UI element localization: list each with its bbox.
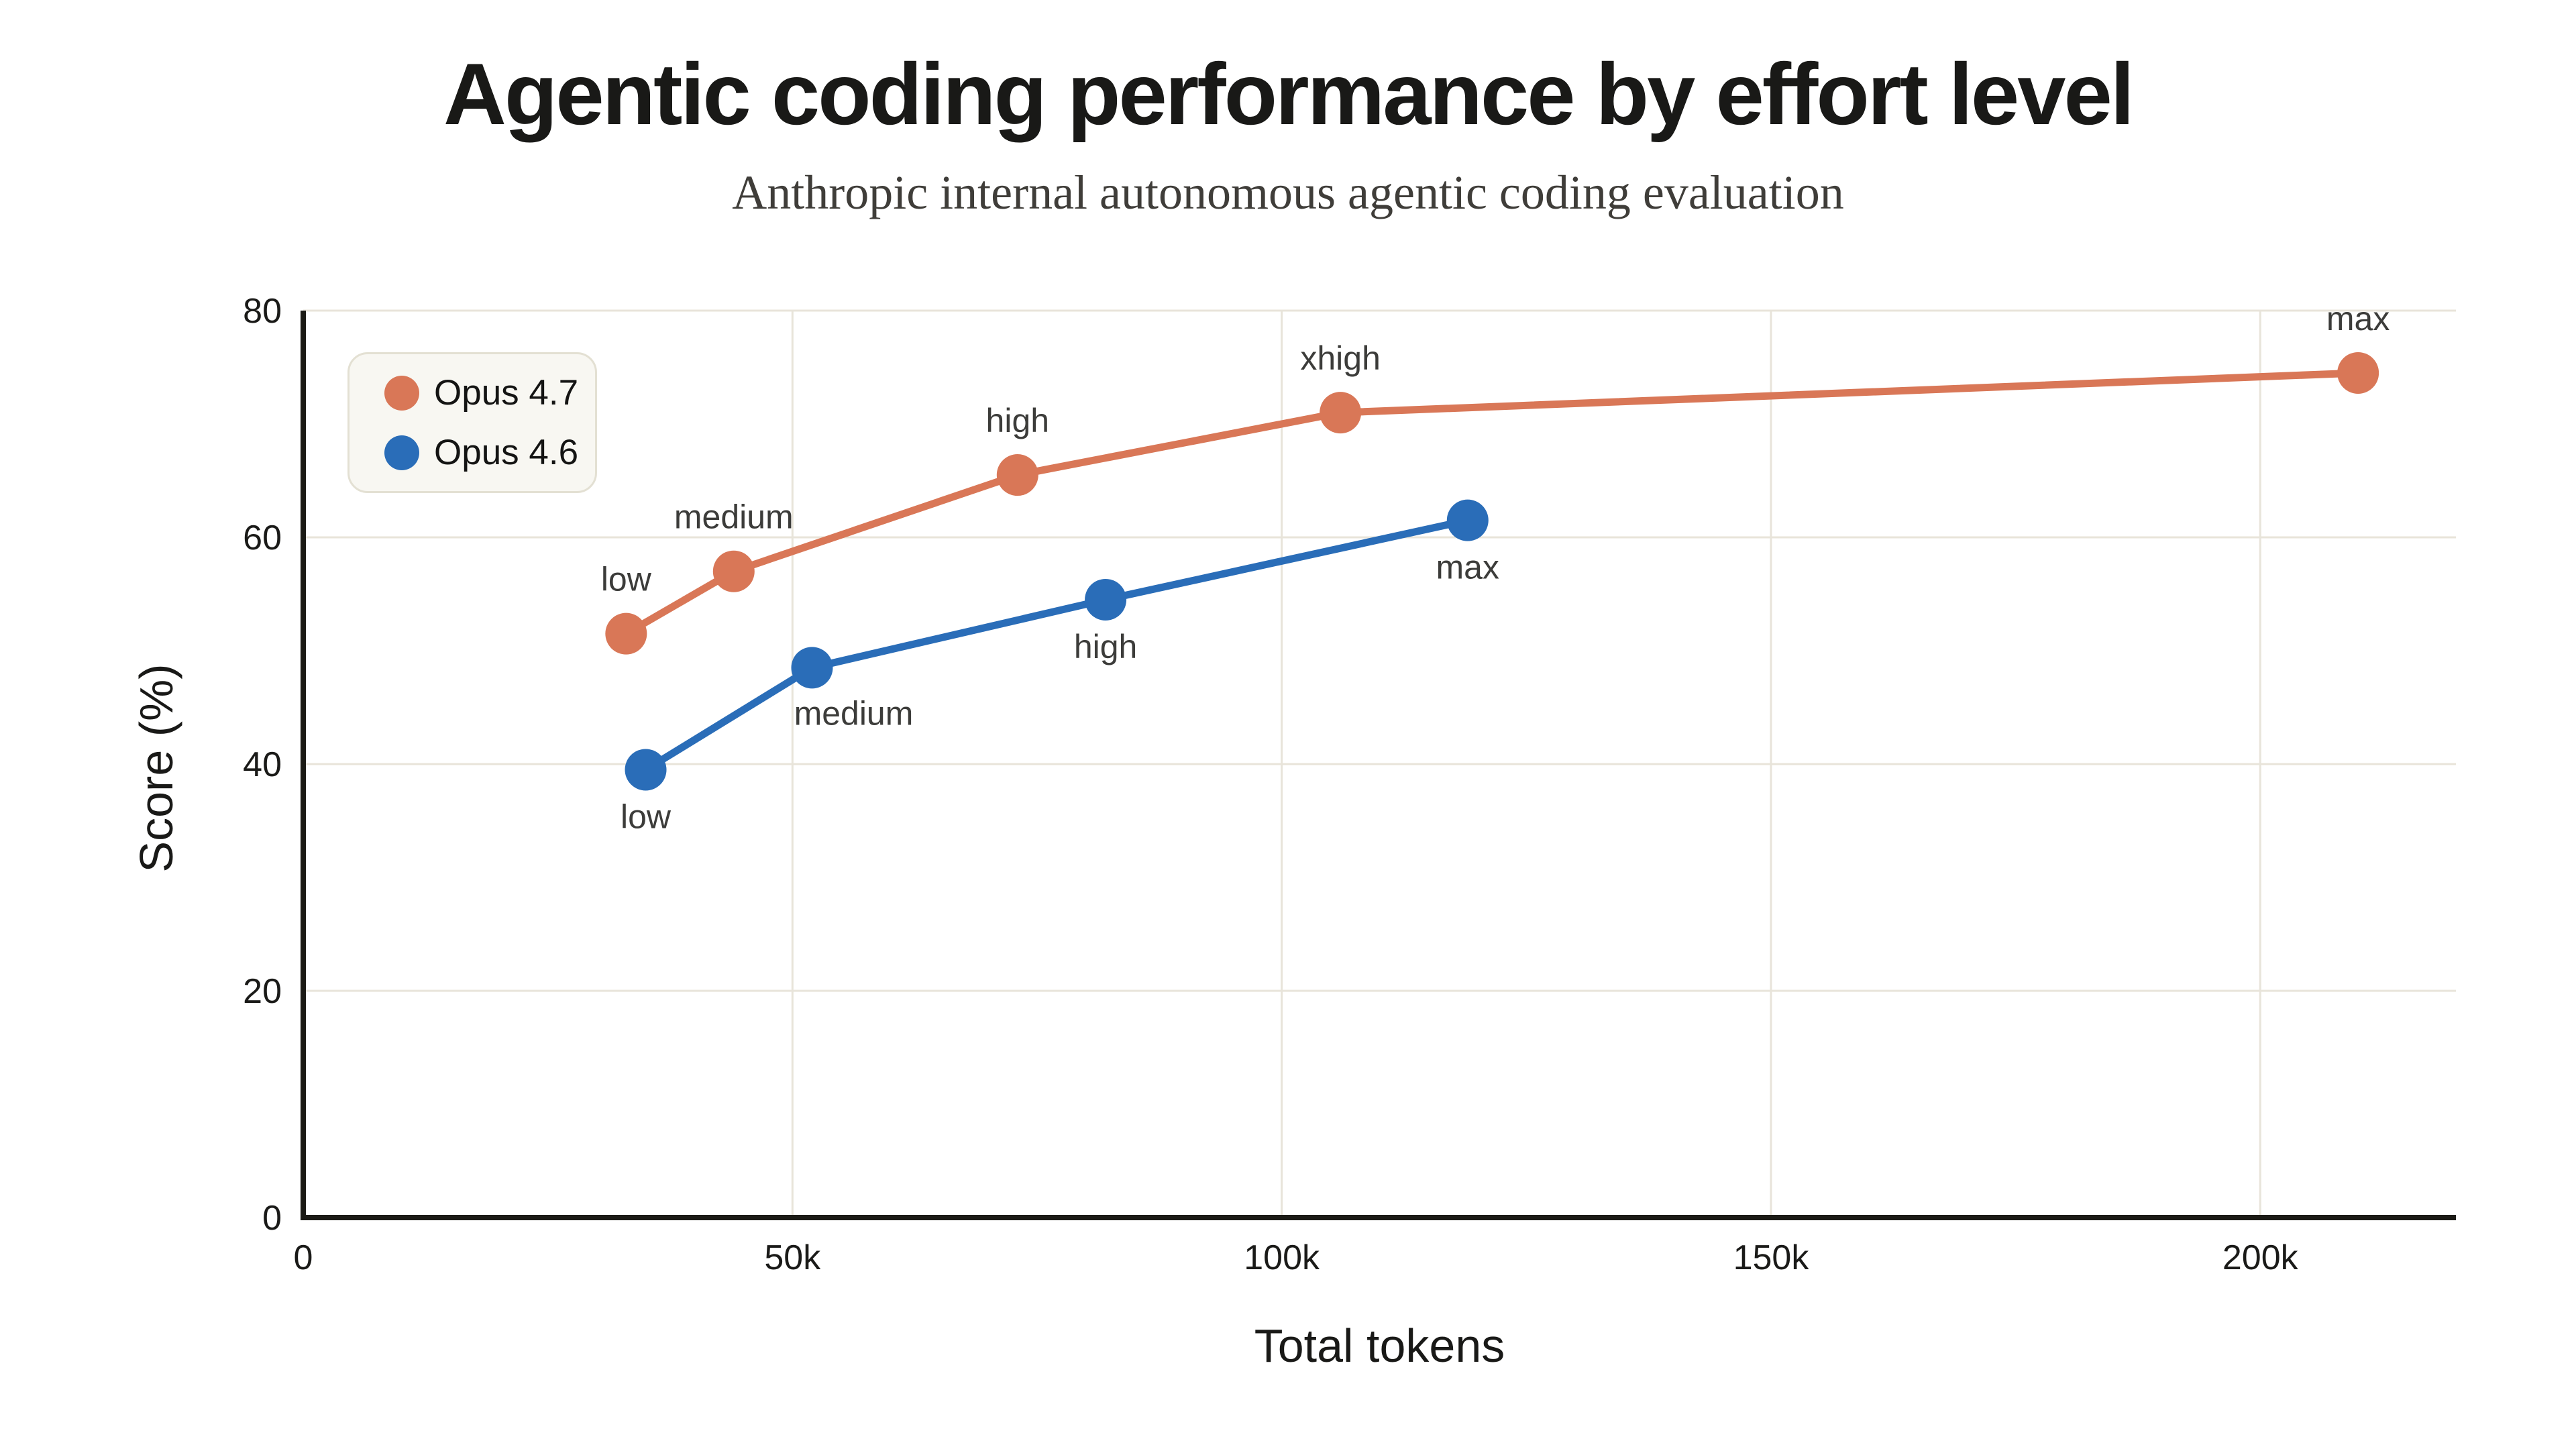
point-label: high bbox=[986, 402, 1050, 439]
data-point bbox=[1446, 499, 1489, 541]
legend-label-opus-4-7: Opus 4.7 bbox=[434, 373, 579, 413]
point-label: medium bbox=[674, 498, 794, 536]
data-point bbox=[791, 647, 833, 689]
point-label: max bbox=[1436, 549, 1499, 586]
legend: Opus 4.7 Opus 4.6 bbox=[347, 352, 597, 493]
legend-item-opus-4-7: Opus 4.7 bbox=[384, 372, 595, 413]
legend-label-opus-4-6: Opus 4.6 bbox=[434, 433, 579, 472]
data-point bbox=[996, 454, 1038, 496]
y-axis-label: Score (%) bbox=[130, 663, 182, 873]
series-line-opus-4-7 bbox=[622, 369, 2362, 638]
point-label: medium bbox=[794, 694, 914, 732]
x-tick-label: 200k bbox=[2222, 1238, 2299, 1277]
x-tick-label: 150k bbox=[1733, 1238, 1810, 1277]
chart-title: Agentic coding performance by effort lev… bbox=[443, 45, 2135, 143]
y-tick-label: 60 bbox=[243, 519, 282, 557]
x-tick-label: 50k bbox=[764, 1238, 821, 1277]
legend-item-opus-4-6: Opus 4.6 bbox=[384, 432, 595, 473]
y-tick-label: 20 bbox=[243, 972, 282, 1011]
data-point bbox=[1320, 392, 1362, 434]
legend-marker-opus-4-7-icon bbox=[384, 375, 419, 411]
chart-subtitle: Anthropic internal autonomous agentic co… bbox=[732, 166, 1844, 219]
point-label: max bbox=[2326, 300, 2390, 337]
legend-marker-opus-4-6-icon bbox=[384, 435, 419, 470]
point-label: low bbox=[601, 561, 652, 598]
data-point bbox=[2337, 352, 2379, 394]
data-point bbox=[1085, 578, 1127, 621]
y-tick-label: 40 bbox=[243, 745, 282, 784]
point-label: high bbox=[1074, 628, 1138, 665]
x-tick-label: 100k bbox=[1244, 1238, 1320, 1277]
point-label: xhigh bbox=[1300, 339, 1381, 377]
data-point bbox=[605, 612, 647, 655]
series-line-opus-4-6 bbox=[642, 517, 1472, 773]
x-tick-label: 0 bbox=[294, 1238, 313, 1277]
y-tick-label: 0 bbox=[262, 1199, 282, 1238]
x-axis-label: Total tokens bbox=[1254, 1320, 1505, 1372]
point-label: low bbox=[621, 798, 672, 835]
data-point bbox=[712, 550, 755, 592]
data-point bbox=[625, 749, 667, 791]
y-tick-label: 80 bbox=[243, 292, 282, 331]
